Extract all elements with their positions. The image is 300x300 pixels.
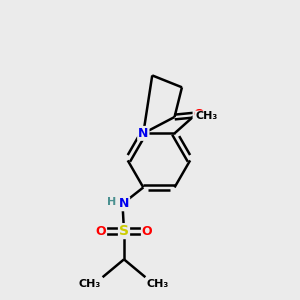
Text: O: O xyxy=(95,225,106,238)
Text: CH₃: CH₃ xyxy=(79,279,101,289)
Text: CH₃: CH₃ xyxy=(147,279,169,289)
Text: O: O xyxy=(142,225,152,238)
Text: N: N xyxy=(119,197,129,210)
Text: CH₃: CH₃ xyxy=(195,111,218,121)
Text: H: H xyxy=(107,197,117,207)
Text: N: N xyxy=(138,127,148,140)
Text: O: O xyxy=(194,108,204,121)
Text: S: S xyxy=(119,224,129,238)
